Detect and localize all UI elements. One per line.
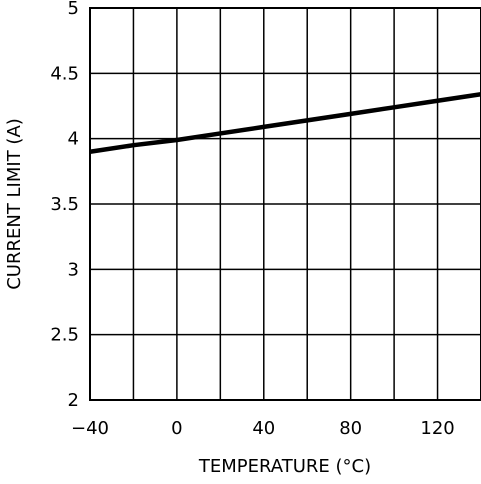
grid — [90, 8, 481, 400]
y-tick-labels: 2 2.5 3 3.5 4 4.5 5 — [50, 0, 79, 411]
y-tick-label: 4.5 — [50, 63, 79, 84]
x-tick-label: −40 — [71, 418, 109, 439]
x-tick-label: 0 — [171, 418, 182, 439]
y-axis-label: CURRENT LIMIT (A) — [4, 118, 25, 290]
y-tick-label: 5 — [68, 0, 79, 19]
y-tick-label: 2.5 — [50, 325, 79, 346]
series-line — [89, 92, 481, 154]
x-tick-label: 120 — [420, 418, 454, 439]
y-tick-label: 3 — [68, 259, 79, 280]
plot-frame — [89, 7, 481, 401]
y-tick-label: 4 — [68, 129, 79, 150]
x-tick-label: 40 — [252, 418, 275, 439]
series-layer — [89, 92, 481, 154]
y-tick-label: 2 — [68, 390, 79, 411]
x-tick-label: 80 — [339, 418, 362, 439]
x-axis-label: TEMPERATURE (°C) — [198, 456, 371, 477]
x-tick-labels: −40 0 40 80 120 — [71, 418, 455, 439]
y-tick-label: 3.5 — [50, 194, 79, 215]
